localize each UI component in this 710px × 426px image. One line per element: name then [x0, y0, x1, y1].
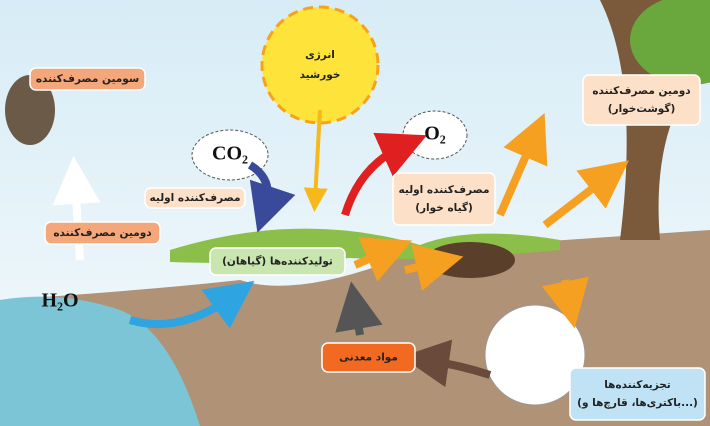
label-box: مواد معدنی	[322, 343, 415, 372]
box-label: تجزیه‌کننده‌ها	[604, 379, 671, 391]
box-label: مصرف‌کننده اولیه	[150, 192, 241, 204]
label-box: دومین مصرف‌کننده	[45, 222, 160, 244]
label-box: سومین مصرف‌کننده	[30, 68, 145, 90]
box-label: دومین مصرف‌کننده	[592, 85, 691, 97]
box-label: (گیاه خوار)	[415, 201, 473, 214]
diagram: انرژی خورشید CO₂ O₂ H₂O سومین مصرف‌کننده مصرف‌…	[0, 0, 710, 426]
label-box: مصرف‌کننده اولیه (گیاه خوار)	[393, 173, 495, 225]
box-label: مصرف‌کننده اولیه	[399, 184, 490, 196]
label-box: تجزیه‌کننده‌ها (باکتری‌ها، قارچ‌ها و...)	[570, 368, 705, 420]
sun-label: انرژی	[305, 49, 335, 61]
box-label: دومین مصرف‌کننده	[53, 227, 152, 239]
box-label: مواد معدنی	[339, 352, 398, 364]
box	[393, 173, 495, 225]
label-box: تولیدکننده‌ها (گیاهان)	[210, 248, 345, 275]
molecule-label: H₂O	[41, 290, 78, 312]
box-label: (باکتری‌ها، قارچ‌ها و...)	[577, 397, 698, 410]
label-box: دومین مصرف‌کننده (گوشت‌خوار)	[583, 75, 700, 125]
box	[570, 368, 705, 420]
molecule-label: O₂	[424, 123, 446, 145]
molecule-label: CO₂	[212, 143, 248, 165]
sun-label: خورشید	[300, 69, 341, 81]
box-label: تولیدکننده‌ها (گیاهان)	[222, 255, 333, 268]
box-label: (گوشت‌خوار)	[608, 102, 676, 115]
label-box: مصرف‌کننده اولیه	[145, 188, 245, 208]
box-label: سومین مصرف‌کننده	[36, 73, 139, 85]
box	[583, 75, 700, 125]
